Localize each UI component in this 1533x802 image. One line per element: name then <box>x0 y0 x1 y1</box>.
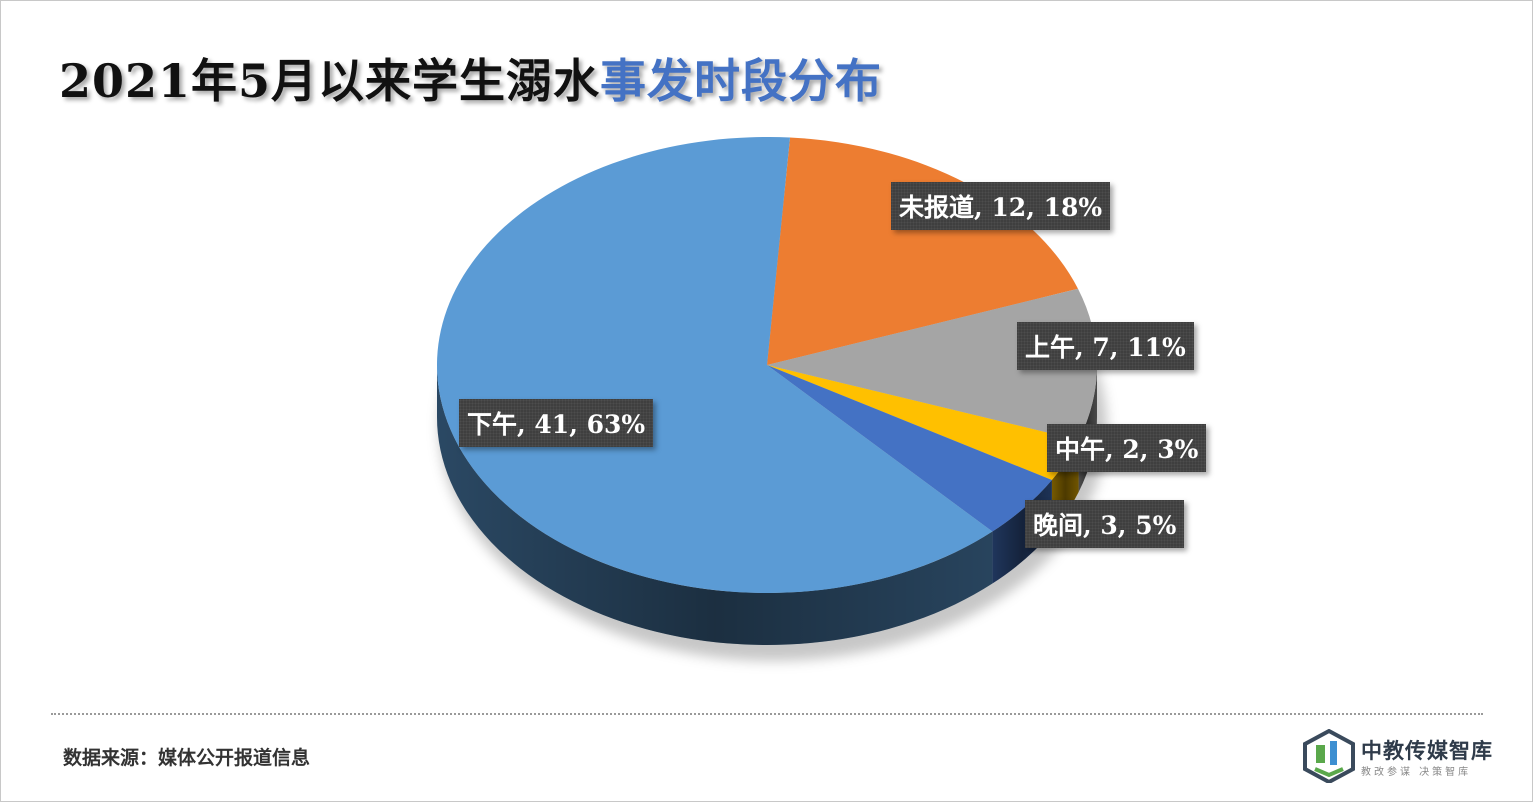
data-label-未报道: 未报道, 12, 18% <box>891 182 1111 230</box>
pie-slice-下午 <box>437 136 993 593</box>
brand-slogan: 教改参谋 决策智库 <box>1361 767 1472 778</box>
data-label-下午: 下午, 41, 63% <box>459 399 654 447</box>
chart-title: 2021年5月以来学生溺水事发时段分布 <box>59 45 882 111</box>
pie-slice-未报道 <box>767 137 1078 365</box>
data-label-晚间: 晚间, 3, 5% <box>1025 500 1185 548</box>
footer-divider <box>51 713 1483 715</box>
pie-slice-中午 <box>767 365 1079 481</box>
brand-logo-icon <box>1303 729 1355 783</box>
data-source-note: 数据来源：媒体公开报道信息 <box>63 747 311 769</box>
data-label-上午: 上午, 7, 11% <box>1017 322 1194 370</box>
pie-side-shade-slice-4-0 <box>437 365 993 645</box>
pie-chart <box>437 136 1107 661</box>
data-label-中午: 中午, 2, 3% <box>1047 424 1207 472</box>
title-black-part: 2021年5月以来学生溺水 <box>59 54 601 108</box>
brand-name: 中教传媒智库 <box>1361 739 1493 763</box>
pie-slice-晚间 <box>767 365 1052 532</box>
pie-slice-上午 <box>767 288 1097 441</box>
title-blue-part: 事发时段分布 <box>600 54 883 108</box>
brand-logo: 中教传媒智库 教改参谋 决策智库 <box>1303 729 1503 789</box>
